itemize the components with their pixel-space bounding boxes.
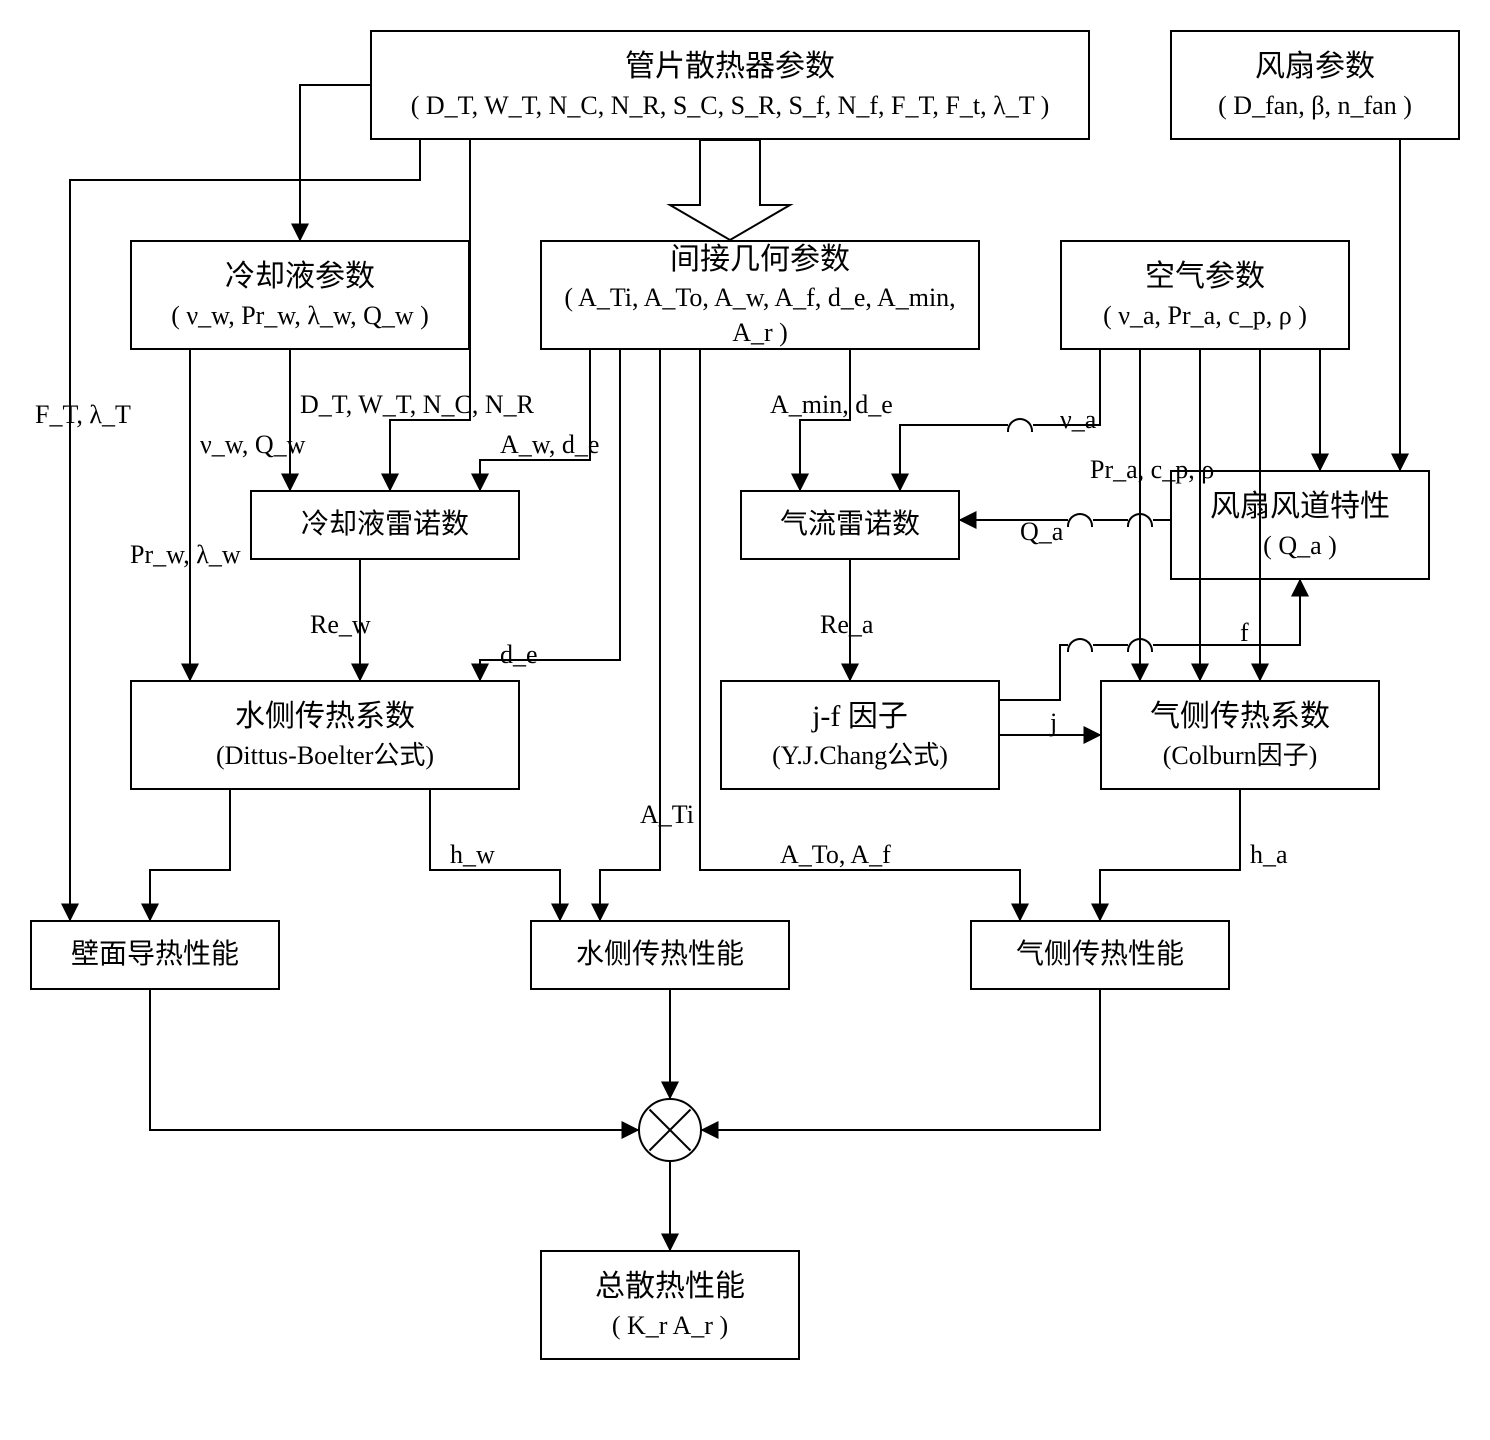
node-title: 间接几何参数	[670, 240, 850, 281]
edge-label: Re_w	[310, 610, 371, 640]
edge-label: A_To, A_f	[780, 840, 891, 870]
node-jf-factor: j-f 因子 (Y.J.Chang公式)	[720, 680, 1000, 790]
node-indirect-geom: 间接几何参数 ( A_Ti, A_To, A_w, A_f, d_e, A_mi…	[540, 240, 980, 350]
node-title: 管片散热器参数	[625, 47, 835, 88]
node-sub: (Colburn因子)	[1163, 738, 1318, 773]
edge-label: ν_a	[1060, 405, 1096, 435]
node-title: 壁面导热性能	[71, 936, 239, 974]
node-sub: ( ν_w, Pr_w, λ_w, Q_w )	[171, 298, 429, 333]
node-sub: ( Q_a )	[1263, 528, 1337, 563]
node-title: 风扇参数	[1255, 47, 1375, 88]
bridge-icon	[1067, 638, 1093, 652]
edge-label: Re_a	[820, 610, 873, 640]
node-title: 气侧传热性能	[1016, 936, 1184, 974]
node-title: 气侧传热系数	[1150, 697, 1330, 738]
node-total-perf: 总散热性能 ( K_r A_r )	[540, 1250, 800, 1360]
node-air-reynolds: 气流雷诺数	[740, 490, 960, 560]
edge-label: ν_w, Q_w	[200, 430, 305, 460]
node-wall-cond: 壁面导热性能	[30, 920, 280, 990]
edge-label: Pr_a, c_p, ρ	[1090, 455, 1214, 485]
edge-label: A_Ti	[640, 800, 694, 830]
node-coolant-reynolds: 冷却液雷诺数	[250, 490, 520, 560]
node-air-htc: 气侧传热系数 (Colburn因子)	[1100, 680, 1380, 790]
bridge-icon	[1067, 513, 1093, 527]
edge-label: h_a	[1250, 840, 1288, 870]
node-water-htc: 水侧传热系数 (Dittus-Boelter公式)	[130, 680, 520, 790]
node-fan-params: 风扇参数 ( D_fan, β, n_fan )	[1170, 30, 1460, 140]
node-sub: ( ν_a, Pr_a, c_p, ρ )	[1103, 298, 1307, 333]
node-air-params: 空气参数 ( ν_a, Pr_a, c_p, ρ )	[1060, 240, 1350, 350]
node-title: 冷却液参数	[225, 257, 375, 298]
bridge-icon	[1007, 418, 1033, 432]
edge-label: j	[1050, 708, 1057, 738]
edge-label: h_w	[450, 840, 495, 870]
edge-label: D_T, W_T, N_C, N_R	[300, 390, 534, 420]
edge-label: A_min, d_e	[770, 390, 893, 420]
sum-node	[638, 1098, 702, 1162]
bridge-icon	[1127, 638, 1153, 652]
edge-label: A_w, d_e	[500, 430, 599, 460]
edge-label: Q_a	[1020, 517, 1063, 547]
node-sub: ( A_Ti, A_To, A_w, A_f, d_e, A_min, A_r …	[550, 280, 970, 350]
edge-label: Pr_w, λ_w	[130, 540, 241, 570]
bridge-icon	[1127, 513, 1153, 527]
node-title: 冷却液雷诺数	[301, 506, 469, 544]
node-title: 气流雷诺数	[780, 506, 920, 544]
node-sub: (Y.J.Chang公式)	[772, 738, 948, 773]
node-sub: ( D_fan, β, n_fan )	[1218, 88, 1412, 123]
node-sub: ( K_r A_r )	[612, 1308, 728, 1343]
edge-label: f	[1240, 618, 1249, 648]
node-title: 总散热性能	[595, 1267, 745, 1308]
node-fan-duct: 风扇风道特性 ( Q_a )	[1170, 470, 1430, 580]
node-air-perf: 气侧传热性能	[970, 920, 1230, 990]
node-title: 风扇风道特性	[1210, 487, 1390, 528]
edge-label: F_T, λ_T	[35, 400, 131, 430]
node-water-perf: 水侧传热性能	[530, 920, 790, 990]
edge-label: d_e	[500, 640, 538, 670]
node-sub: ( D_T, W_T, N_C, N_R, S_C, S_R, S_f, N_f…	[411, 88, 1050, 123]
node-title: j-f 因子	[812, 697, 908, 738]
node-title: 水侧传热性能	[576, 936, 744, 974]
node-sub: (Dittus-Boelter公式)	[216, 738, 434, 773]
node-title: 水侧传热系数	[235, 697, 415, 738]
node-title: 空气参数	[1145, 257, 1265, 298]
node-tube-fin-params: 管片散热器参数 ( D_T, W_T, N_C, N_R, S_C, S_R, …	[370, 30, 1090, 140]
node-coolant-params: 冷却液参数 ( ν_w, Pr_w, λ_w, Q_w )	[130, 240, 470, 350]
diagram-stage: 管片散热器参数 ( D_T, W_T, N_C, N_R, S_C, S_R, …	[0, 0, 1490, 1440]
